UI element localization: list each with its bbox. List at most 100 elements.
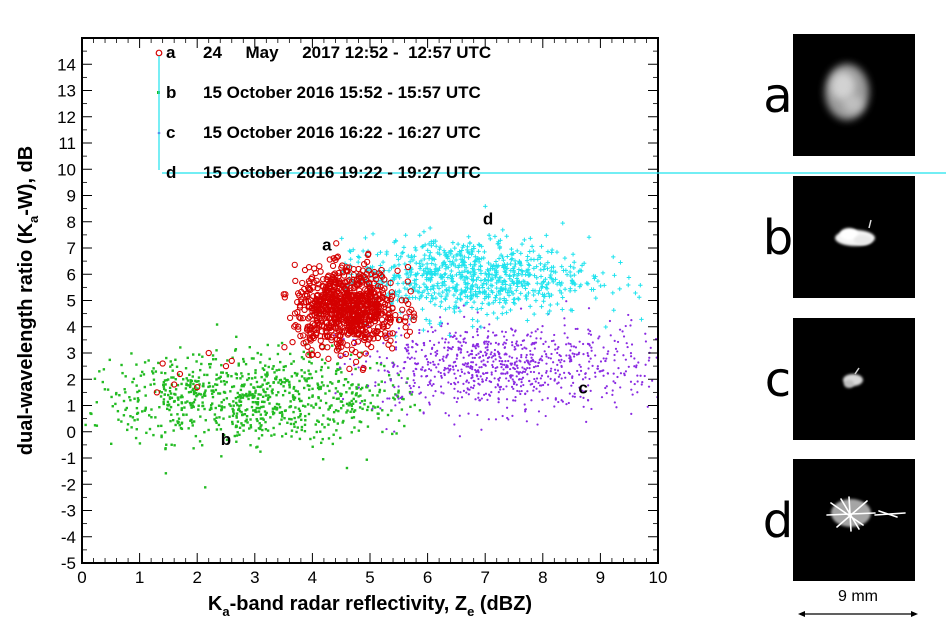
data-point-c — [437, 370, 440, 373]
data-point-c — [633, 365, 636, 368]
y-tick-label: -3 — [61, 502, 76, 521]
particle-panel-a: a — [755, 34, 925, 159]
data-point-b — [298, 415, 302, 418]
data-point-b — [222, 398, 226, 402]
data-point-b — [359, 387, 363, 391]
x-tick-label: 2 — [192, 568, 201, 587]
data-point-d — [567, 288, 573, 294]
data-point-a — [286, 314, 294, 322]
data-point-b — [239, 388, 243, 392]
data-point-b — [214, 419, 217, 423]
data-point-d — [581, 261, 587, 266]
data-point-b — [317, 420, 320, 424]
data-point-d — [526, 273, 531, 278]
data-point-c — [589, 333, 593, 336]
data-point-d — [591, 273, 596, 279]
data-point-b — [271, 367, 274, 370]
data-point-c — [510, 327, 513, 330]
data-point-d — [456, 265, 461, 270]
data-point-c — [477, 377, 480, 381]
data-point-b — [282, 385, 285, 388]
data-point-d — [508, 261, 513, 267]
data-point-b — [180, 408, 183, 412]
data-point-d — [459, 248, 464, 253]
data-point-c — [460, 370, 464, 374]
data-point-a — [316, 297, 323, 305]
data-point-b — [304, 405, 307, 408]
data-point-b — [184, 387, 188, 390]
data-point-c — [439, 371, 442, 375]
data-point-b — [177, 373, 180, 376]
data-point-c — [498, 355, 501, 358]
data-point-d — [442, 279, 447, 284]
data-point-b — [283, 417, 286, 420]
annotation-d: d — [483, 209, 493, 228]
data-point-d — [546, 280, 551, 286]
data-point-b — [204, 394, 207, 397]
data-point-a — [345, 306, 352, 313]
data-point-a — [345, 324, 352, 331]
data-point-b — [162, 402, 165, 406]
data-point-c — [480, 428, 483, 431]
data-point-d — [570, 280, 576, 285]
data-point-b — [160, 371, 163, 374]
data-point-b — [129, 398, 132, 402]
data-point-b — [262, 388, 265, 391]
data-point-b — [259, 425, 262, 428]
data-point-c — [414, 350, 418, 353]
data-point-a — [326, 279, 334, 286]
data-point-b — [336, 390, 339, 393]
data-point-b — [263, 379, 266, 382]
data-point-d — [467, 250, 472, 256]
data-point-c — [600, 396, 604, 399]
data-point-b — [226, 359, 229, 362]
data-point-b — [192, 405, 195, 409]
data-point-d — [438, 272, 443, 278]
data-point-b — [174, 377, 177, 381]
data-point-b — [353, 426, 356, 429]
data-point-c — [463, 372, 466, 375]
data-point-c — [514, 395, 517, 399]
data-point-c — [456, 397, 459, 400]
data-point-b — [169, 405, 173, 409]
data-point-b — [168, 386, 172, 390]
data-point-b — [264, 373, 267, 376]
data-point-a — [342, 350, 350, 358]
data-point-b — [124, 391, 127, 394]
data-point-b — [381, 409, 384, 412]
data-point-d — [444, 287, 449, 292]
data-point-b — [294, 420, 297, 424]
data-point-c — [511, 344, 514, 347]
data-point-b — [261, 428, 264, 432]
data-point-b — [169, 392, 173, 395]
data-point-a — [194, 383, 201, 391]
data-point-d — [439, 283, 445, 288]
data-point-c — [374, 381, 377, 384]
particle-image-b-drawing — [835, 219, 875, 246]
data-point-b — [148, 414, 151, 417]
data-point-d — [470, 284, 475, 289]
data-point-b — [163, 379, 167, 382]
y-tick-label: 3 — [67, 344, 76, 363]
data-point-b — [331, 382, 334, 385]
data-point-b — [131, 416, 135, 419]
data-point-b — [198, 353, 201, 356]
data-point-d — [484, 281, 489, 287]
data-point-d — [570, 252, 576, 257]
data-point-c — [427, 367, 431, 371]
data-point-c — [647, 385, 651, 388]
data-point-b — [331, 442, 335, 446]
data-point-b — [212, 358, 215, 361]
data-point-b — [347, 404, 350, 407]
data-point-c — [535, 377, 539, 380]
data-point-c — [635, 366, 638, 369]
data-point-c — [483, 341, 486, 344]
data-point-c — [467, 412, 470, 415]
data-point-c — [558, 373, 562, 376]
data-point-c — [517, 372, 520, 375]
data-point-b — [203, 431, 206, 434]
data-point-b — [186, 384, 190, 387]
data-point-a — [384, 301, 391, 309]
data-point-b — [208, 408, 212, 411]
data-point-b — [197, 392, 201, 396]
